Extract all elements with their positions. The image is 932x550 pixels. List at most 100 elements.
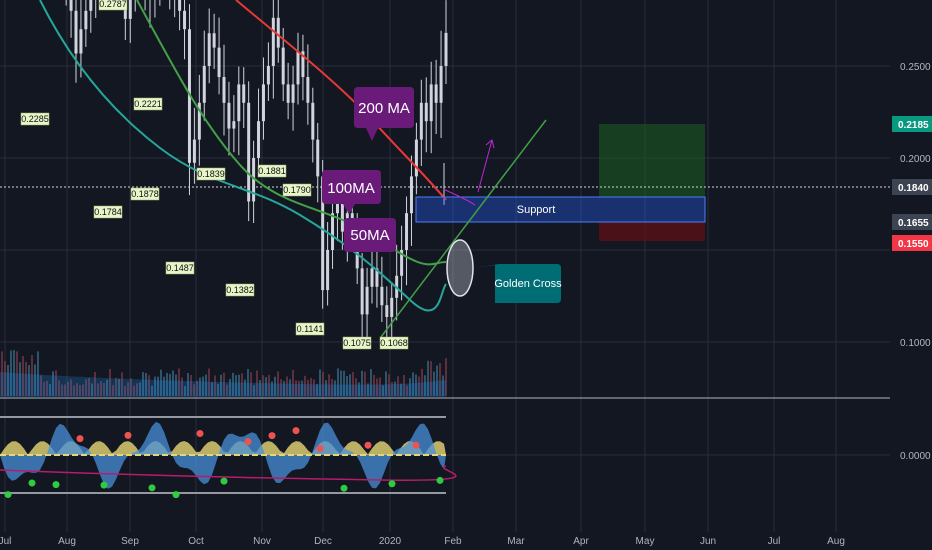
osc-buy-dot xyxy=(4,491,12,499)
volume-bar xyxy=(226,384,228,396)
volume-bar xyxy=(259,380,261,396)
pivot-label-box xyxy=(165,261,195,275)
time-tick-label: Aug xyxy=(827,536,845,547)
volume-bar xyxy=(397,376,399,396)
osc-buy-dot xyxy=(340,484,348,492)
volume-bar xyxy=(328,374,330,396)
candle-body xyxy=(212,33,216,48)
candle-body xyxy=(390,297,394,317)
volume-bar xyxy=(292,369,294,396)
osc-sell-dot xyxy=(196,429,204,437)
volume-bar xyxy=(406,385,408,396)
time-tick-label: Jul xyxy=(768,536,781,547)
volume-bar xyxy=(175,374,177,396)
volume-bar xyxy=(214,375,216,396)
volume-bar xyxy=(436,365,438,396)
candle-body xyxy=(414,139,418,177)
volume-bar xyxy=(229,378,231,396)
pivot-labels: 0.2787 0.2285 0.2221 0.1784 0.1878 0.1839 0.18… xyxy=(20,0,409,350)
time-tick-label: Apr xyxy=(573,536,589,547)
volume-bar xyxy=(187,373,189,396)
volume-bar xyxy=(58,380,60,396)
candle-body xyxy=(222,77,226,103)
time-tick-label: May xyxy=(636,536,655,547)
price-axis[interactable]: 0.2500 0.2000 0.1000 0.0000 0.2185 0.1840 0.16… xyxy=(890,0,932,532)
time-tick-label: Jul xyxy=(0,536,11,547)
price-tag-label: 0.2185 xyxy=(898,120,929,131)
golden-cross-callout[interactable] xyxy=(473,264,561,303)
volume-bar xyxy=(79,385,81,396)
ma50-callout[interactable] xyxy=(344,218,396,252)
volume-bar xyxy=(346,376,348,396)
pivot-label: 0.2787 xyxy=(99,0,127,9)
ma200-callout[interactable] xyxy=(354,87,414,141)
volume-bar xyxy=(343,370,345,396)
volume-bar xyxy=(376,378,378,396)
volume-bar xyxy=(130,378,132,396)
price-axis-background xyxy=(890,0,932,532)
volume-bar xyxy=(307,379,309,396)
candle-body xyxy=(69,0,73,11)
pivot-label-box xyxy=(225,283,255,297)
candle-body xyxy=(400,250,404,276)
projection-arrowhead xyxy=(485,139,495,149)
volume-bar xyxy=(64,384,66,396)
volume-bar xyxy=(418,376,420,396)
annotations[interactable]: Support Golden Cross 200 MA 100MA 50MA xyxy=(322,87,706,338)
trend-line[interactable] xyxy=(380,119,547,338)
projection-arrow-2 xyxy=(477,139,493,193)
candle-body xyxy=(340,194,344,232)
oscillator-zero-label: 0.0000 xyxy=(900,451,931,462)
volume-bar xyxy=(127,382,129,396)
projection-arrow-1 xyxy=(442,188,476,206)
candle-body xyxy=(247,102,251,202)
osc-sell-dot xyxy=(244,438,252,446)
candle-body xyxy=(257,121,261,158)
volume-bar xyxy=(415,374,417,396)
volume-bar xyxy=(439,363,441,396)
pivot-label-box xyxy=(295,322,325,336)
volume-bar xyxy=(313,379,315,396)
volume-bars xyxy=(0,350,447,397)
ma100-callout[interactable] xyxy=(322,170,381,214)
volume-bar xyxy=(370,369,372,396)
volume-bar xyxy=(163,376,165,396)
volume-bar xyxy=(67,381,69,396)
candle-body xyxy=(316,139,320,177)
candle-body xyxy=(261,84,265,122)
time-axis[interactable]: Jul Aug Sep Oct Nov Dec 2020 Feb Mar Apr May Jun Jul… xyxy=(0,532,932,550)
volume-bar xyxy=(160,369,162,396)
volume-bar xyxy=(196,380,198,396)
price-tag-label: 0.1550 xyxy=(898,239,929,250)
volume-bar xyxy=(97,383,99,396)
osc-sell-dot xyxy=(76,435,84,443)
volume-bar xyxy=(409,378,411,396)
volume-bar xyxy=(286,376,288,396)
candle-body xyxy=(405,213,409,250)
price-tag xyxy=(892,116,932,132)
volume-bar xyxy=(16,351,18,396)
volume-bar xyxy=(355,378,357,396)
volume-bar xyxy=(61,384,63,396)
volume-bar xyxy=(121,372,123,396)
osc-buy-dot xyxy=(100,481,108,489)
volume-bar xyxy=(178,368,180,396)
candle-body xyxy=(271,17,275,66)
osc-buy-dot xyxy=(436,476,444,484)
candle-body xyxy=(424,102,428,122)
candle-body xyxy=(232,121,236,129)
volume-bar xyxy=(7,365,9,396)
time-tick-label: Nov xyxy=(253,536,271,547)
time-tick-label: Feb xyxy=(444,536,462,547)
volume-bar xyxy=(181,377,183,396)
volume-bar xyxy=(37,351,39,396)
golden-cross-circle[interactable] xyxy=(446,239,474,297)
volume-bar xyxy=(145,372,147,396)
price-tick-label: 0.2500 xyxy=(900,62,931,73)
support-box[interactable] xyxy=(415,196,706,223)
volume-bar xyxy=(82,384,84,396)
volume-bar xyxy=(352,371,354,396)
volume-bar xyxy=(394,381,396,396)
